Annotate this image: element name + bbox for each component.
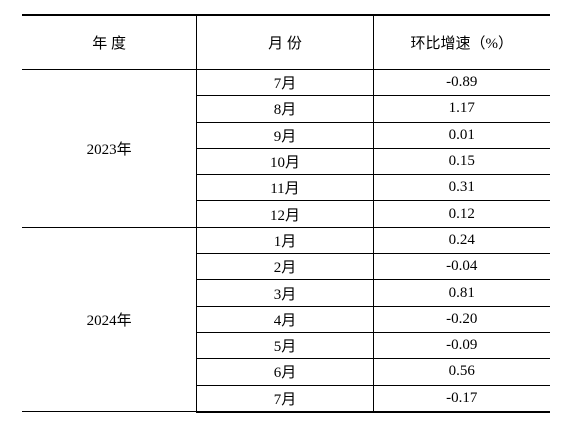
value-cell: -0.04 <box>373 253 550 281</box>
month-cell: 7月 <box>196 69 374 97</box>
month-cell: 1月 <box>196 227 374 255</box>
value-cell: 1.17 <box>373 95 550 123</box>
value-cell: 0.15 <box>373 148 550 176</box>
value-cell: 0.24 <box>373 227 550 255</box>
table-row: 12月 0.12 <box>22 200 550 228</box>
table-row: 2月 -0.04 <box>22 253 550 281</box>
month-cell: 7月 <box>196 385 374 413</box>
table-body: 2023年 7月 -0.89 8月 1.17 9月 0.01 10月 0.15 11月 0.31 12… <box>22 69 550 413</box>
table-row: 9月 0.01 <box>22 122 550 149</box>
header-cell: 月 份 <box>196 14 374 70</box>
value-cell: -0.20 <box>373 306 550 333</box>
month-cell: 5月 <box>196 332 374 360</box>
value-cell: -0.89 <box>373 69 550 97</box>
value-cell: 0.56 <box>373 358 550 386</box>
table-row: 7月 -0.17 <box>22 385 550 413</box>
month-cell: 2月 <box>196 253 374 281</box>
table-row: 2023年 7月 -0.89 <box>22 69 550 228</box>
month-cell: 4月 <box>196 306 374 333</box>
table-row: 4月 -0.20 <box>22 306 550 333</box>
table-header: 年 度 月 份 环比增速（%） <box>22 14 550 70</box>
table-row: 6月 0.56 <box>22 358 550 386</box>
header-row: 年 度 月 份 环比增速（%） <box>22 14 550 70</box>
year-cell: 2023年 <box>22 69 197 228</box>
value-cell: -0.17 <box>373 385 550 413</box>
value-cell: 0.81 <box>373 279 550 307</box>
table-row: 8月 1.17 <box>22 95 550 123</box>
month-cell: 6月 <box>196 358 374 386</box>
table-row: 11月 0.31 <box>22 174 550 202</box>
value-cell: 0.01 <box>373 122 550 149</box>
table-row: 10月 0.15 <box>22 148 550 176</box>
table-row: 2024年 1月 0.24 <box>22 227 550 413</box>
month-cell: 12月 <box>196 200 374 228</box>
value-cell: 0.12 <box>373 200 550 228</box>
value-cell: 0.31 <box>373 174 550 202</box>
year-cell: 2024年 <box>22 227 197 413</box>
month-cell: 9月 <box>196 122 374 149</box>
month-cell: 10月 <box>196 148 374 176</box>
month-cell: 8月 <box>196 95 374 123</box>
data-table: 年 度 月 份 环比增速（%） 2023年 7月 -0.89 8月 1.17 9月 0.01… <box>22 14 550 413</box>
header-cell: 环比增速（%） <box>373 14 550 70</box>
table-row: 3月 0.81 <box>22 279 550 307</box>
value-cell: -0.09 <box>373 332 550 360</box>
month-cell: 3月 <box>196 279 374 307</box>
header-cell: 年 度 <box>22 14 197 70</box>
month-cell: 11月 <box>196 174 374 202</box>
table-row: 5月 -0.09 <box>22 332 550 360</box>
